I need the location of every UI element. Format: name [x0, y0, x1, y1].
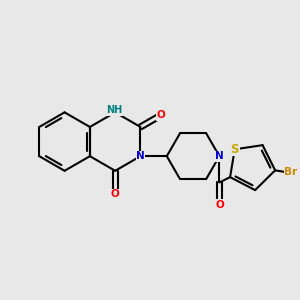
Text: O: O: [157, 110, 165, 120]
Text: Br: Br: [284, 167, 298, 178]
Text: N: N: [136, 151, 145, 161]
Text: S: S: [230, 143, 239, 156]
Text: O: O: [215, 200, 224, 210]
Text: N: N: [215, 151, 224, 161]
Text: NH: NH: [106, 105, 122, 115]
Text: O: O: [111, 189, 120, 200]
